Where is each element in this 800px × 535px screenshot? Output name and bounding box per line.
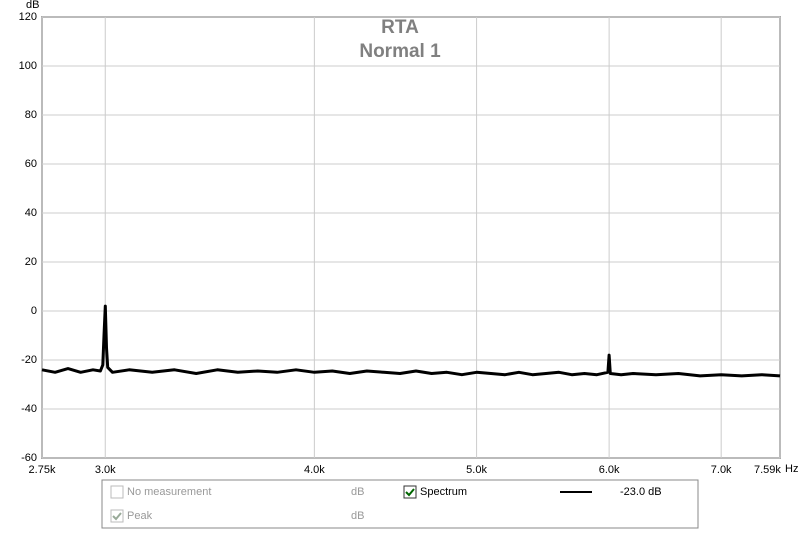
chart-title: RTA (381, 17, 419, 38)
y-tick-label: 0 (31, 305, 37, 317)
check-mark (112, 512, 122, 521)
y-tick-label: 60 (25, 158, 37, 170)
legend-readout: -23.0 dB (620, 486, 662, 498)
legend-checkbox[interactable] (110, 485, 124, 499)
legend-checkbox[interactable] (403, 485, 417, 499)
series-line (41, 304, 781, 378)
legend-panel (101, 479, 699, 529)
x-axis-label: Hz (785, 463, 798, 475)
y-tick-label: -40 (21, 403, 37, 415)
y-tick-label: 120 (19, 11, 37, 23)
y-tick-label: -20 (21, 354, 37, 366)
x-tick-label: 4.0k (304, 464, 325, 476)
legend-label: No measurement (127, 486, 211, 498)
y-tick-label: 20 (25, 256, 37, 268)
y-tick-label: 40 (25, 207, 37, 219)
x-tick-label: 3.0k (95, 464, 116, 476)
x-tick-label: 6.0k (599, 464, 620, 476)
x-tick-label: 5.0k (466, 464, 487, 476)
y-tick-label: -60 (21, 452, 37, 464)
check-mark (405, 488, 415, 497)
legend-label: Spectrum (420, 486, 467, 498)
y-axis-label: dB (26, 0, 39, 11)
legend-checkbox[interactable] (110, 509, 124, 523)
x-tick-label: 2.75k (29, 464, 56, 476)
legend-unit: dB (351, 510, 364, 522)
y-tick-label: 80 (25, 109, 37, 121)
y-tick-label: 100 (19, 60, 37, 72)
legend-unit: dB (351, 486, 364, 498)
x-tick-label: 7.59k (754, 464, 781, 476)
x-tick-label: 7.0k (711, 464, 732, 476)
plot-frame (41, 16, 781, 459)
legend-label: Peak (127, 510, 153, 522)
chart-subtitle: Normal 1 (359, 41, 441, 62)
